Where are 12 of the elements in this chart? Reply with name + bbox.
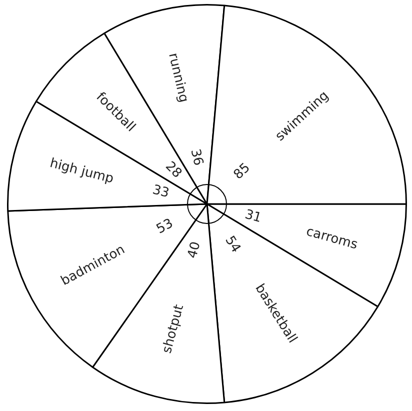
data-label: 40 <box>185 240 204 260</box>
data-label: 53 <box>154 216 176 238</box>
slice-label: high jump <box>48 156 116 187</box>
data-label: 28 <box>162 158 184 182</box>
slice-label: carroms <box>304 224 360 253</box>
data-label: 36 <box>187 148 206 168</box>
data-label: 54 <box>222 233 244 256</box>
data-label: 33 <box>150 182 171 202</box>
data-label: 31 <box>243 207 264 226</box>
data-label: 85 <box>231 160 254 183</box>
slice-label: shotput <box>160 303 188 355</box>
slice-label: running <box>165 52 191 104</box>
